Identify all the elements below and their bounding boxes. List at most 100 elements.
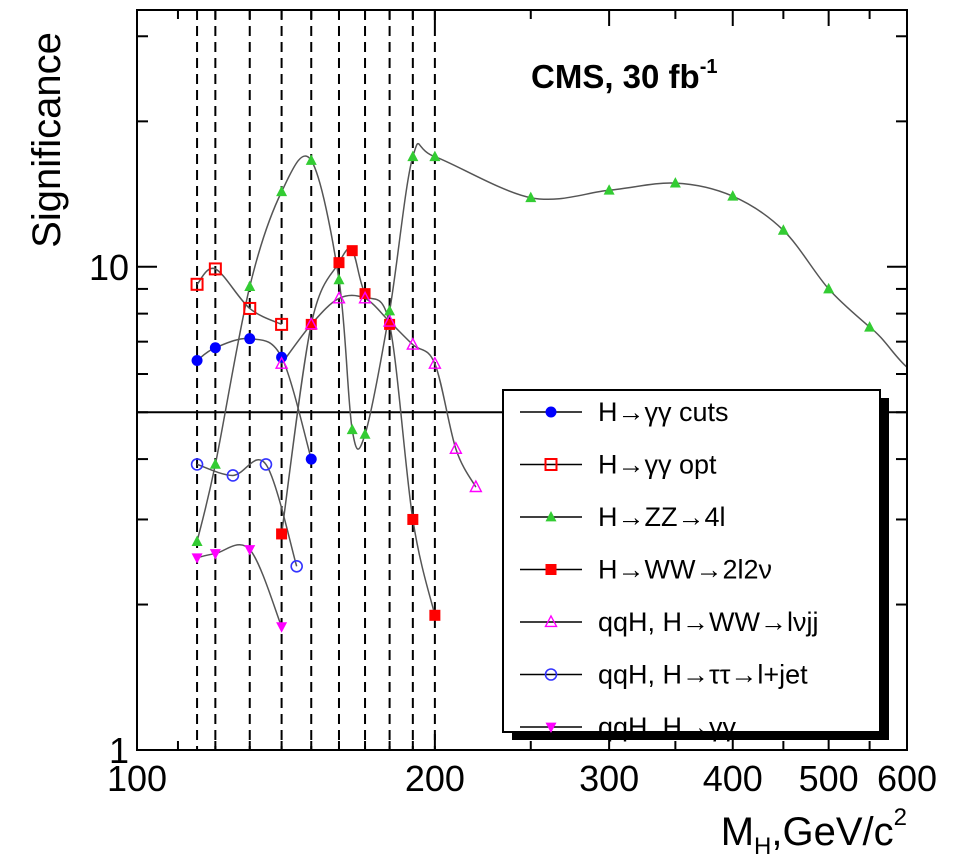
data-point bbox=[190, 458, 204, 471]
annotation-superscript: -1 bbox=[700, 56, 718, 78]
data-point bbox=[823, 282, 835, 294]
legend-item: H→γγ cuts bbox=[520, 397, 729, 427]
x-tick-label: 400 bbox=[703, 758, 763, 799]
data-point bbox=[333, 273, 345, 285]
legend-marker bbox=[545, 722, 557, 734]
legend: H→γγ cuts H→γγ opt H→ZZ→4l H→WW→2l2ν qqH, H→… bbox=[502, 389, 889, 742]
data-point bbox=[190, 277, 204, 291]
data-point bbox=[276, 185, 288, 197]
data-point bbox=[407, 150, 419, 162]
legend-marker bbox=[545, 564, 557, 575]
data-point bbox=[777, 224, 789, 235]
data-point bbox=[244, 333, 256, 345]
x-tick-label: 300 bbox=[579, 758, 639, 799]
data-point bbox=[358, 290, 372, 304]
legend-marker bbox=[545, 406, 557, 418]
data-point bbox=[332, 290, 346, 304]
legend-label: H→γγ cuts bbox=[598, 397, 729, 427]
legend-marker bbox=[544, 458, 558, 471]
data-point bbox=[305, 318, 317, 330]
data-point bbox=[346, 423, 358, 435]
legend-label: H→WW→2l2ν bbox=[598, 555, 772, 585]
annotation-main: CMS, 30 fb bbox=[531, 58, 700, 95]
x-axis-title: MH,GeV/c2 bbox=[721, 804, 907, 857]
data-point bbox=[469, 479, 483, 493]
legend-item: qqH, H→γγ bbox=[520, 712, 737, 742]
data-point bbox=[429, 609, 441, 621]
data-point bbox=[209, 342, 221, 354]
x-tick-label: 200 bbox=[405, 758, 465, 799]
legend-item: H→WW→2l2ν bbox=[520, 555, 772, 585]
data-point bbox=[191, 553, 203, 564]
data-point bbox=[384, 304, 396, 316]
data-point bbox=[208, 262, 222, 276]
x-axis-title-main: M bbox=[721, 810, 754, 854]
legend-item: qqH, H→ττ→l+jet bbox=[520, 660, 808, 690]
data-point bbox=[333, 257, 345, 269]
data-point bbox=[727, 190, 739, 201]
data-point bbox=[304, 316, 318, 330]
legend-item: H→γγ opt bbox=[520, 450, 717, 480]
legend-label: qqH, H→γγ bbox=[598, 712, 737, 742]
data-point bbox=[276, 528, 288, 540]
x-axis-title-sup: 2 bbox=[894, 804, 907, 831]
markers-layer bbox=[190, 150, 876, 633]
series-curve bbox=[196, 544, 283, 627]
data-point bbox=[669, 177, 681, 188]
data-point bbox=[305, 453, 317, 465]
data-point bbox=[449, 441, 463, 454]
legend-marker bbox=[545, 510, 557, 522]
data-point bbox=[428, 356, 442, 369]
data-point bbox=[244, 280, 256, 291]
legend-label: H→γγ opt bbox=[598, 450, 717, 480]
x-tick-label: 500 bbox=[799, 758, 859, 799]
data-point bbox=[305, 154, 317, 165]
ticks-layer: 100 200 300 400 500 600 1 10 bbox=[89, 10, 937, 799]
series-curve bbox=[196, 267, 282, 326]
data-point bbox=[276, 622, 288, 633]
data-point bbox=[226, 469, 240, 482]
cms-annotation: CMS, 30 fb-1 bbox=[531, 56, 718, 95]
plot-frame bbox=[136, 9, 908, 751]
series-curve bbox=[196, 142, 908, 542]
data-point bbox=[275, 317, 289, 331]
data-point bbox=[429, 150, 441, 162]
data-point bbox=[191, 535, 203, 546]
y-axis-title: Significance bbox=[25, 32, 69, 248]
data-point bbox=[525, 191, 537, 203]
data-point bbox=[209, 458, 221, 469]
legend-item: H→ZZ→4l bbox=[520, 502, 726, 532]
x-tick-label: 100 bbox=[107, 758, 167, 799]
y-tick-label: 10 bbox=[89, 247, 129, 288]
legend-item: qqH, H→WW→lνjj bbox=[520, 607, 819, 637]
series-curve bbox=[196, 459, 298, 567]
data-point bbox=[243, 301, 257, 315]
data-point bbox=[406, 337, 420, 350]
curves-layer bbox=[196, 142, 908, 627]
data-point bbox=[407, 513, 419, 525]
data-point bbox=[864, 321, 876, 332]
series-curve bbox=[280, 247, 436, 616]
legend-label: qqH, H→WW→lνjj bbox=[598, 607, 819, 637]
data-point bbox=[259, 458, 273, 471]
legend-marker bbox=[544, 668, 558, 681]
x-axis-title-sub: H bbox=[754, 833, 771, 857]
data-point bbox=[359, 428, 371, 439]
x-tick-label: 600 bbox=[877, 758, 937, 799]
data-point bbox=[603, 184, 615, 195]
legend-items: H→γγ cuts H→γγ opt H→ZZ→4l H→WW→2l2ν qqH, H→… bbox=[520, 397, 819, 742]
data-point bbox=[274, 356, 289, 369]
y-tick-label: 1 bbox=[109, 730, 129, 771]
legend-label: H→ZZ→4l bbox=[598, 502, 726, 532]
data-point bbox=[290, 559, 303, 573]
legend-marker bbox=[544, 614, 558, 628]
data-point bbox=[244, 545, 256, 556]
data-point bbox=[382, 314, 397, 327]
x-axis-title-rest: ,GeV/c bbox=[771, 810, 893, 854]
data-point bbox=[209, 549, 221, 560]
legend-label: qqH, H→ττ→l+jet bbox=[598, 660, 808, 690]
data-point bbox=[384, 318, 396, 330]
data-point bbox=[346, 245, 358, 257]
data-point bbox=[191, 354, 203, 366]
